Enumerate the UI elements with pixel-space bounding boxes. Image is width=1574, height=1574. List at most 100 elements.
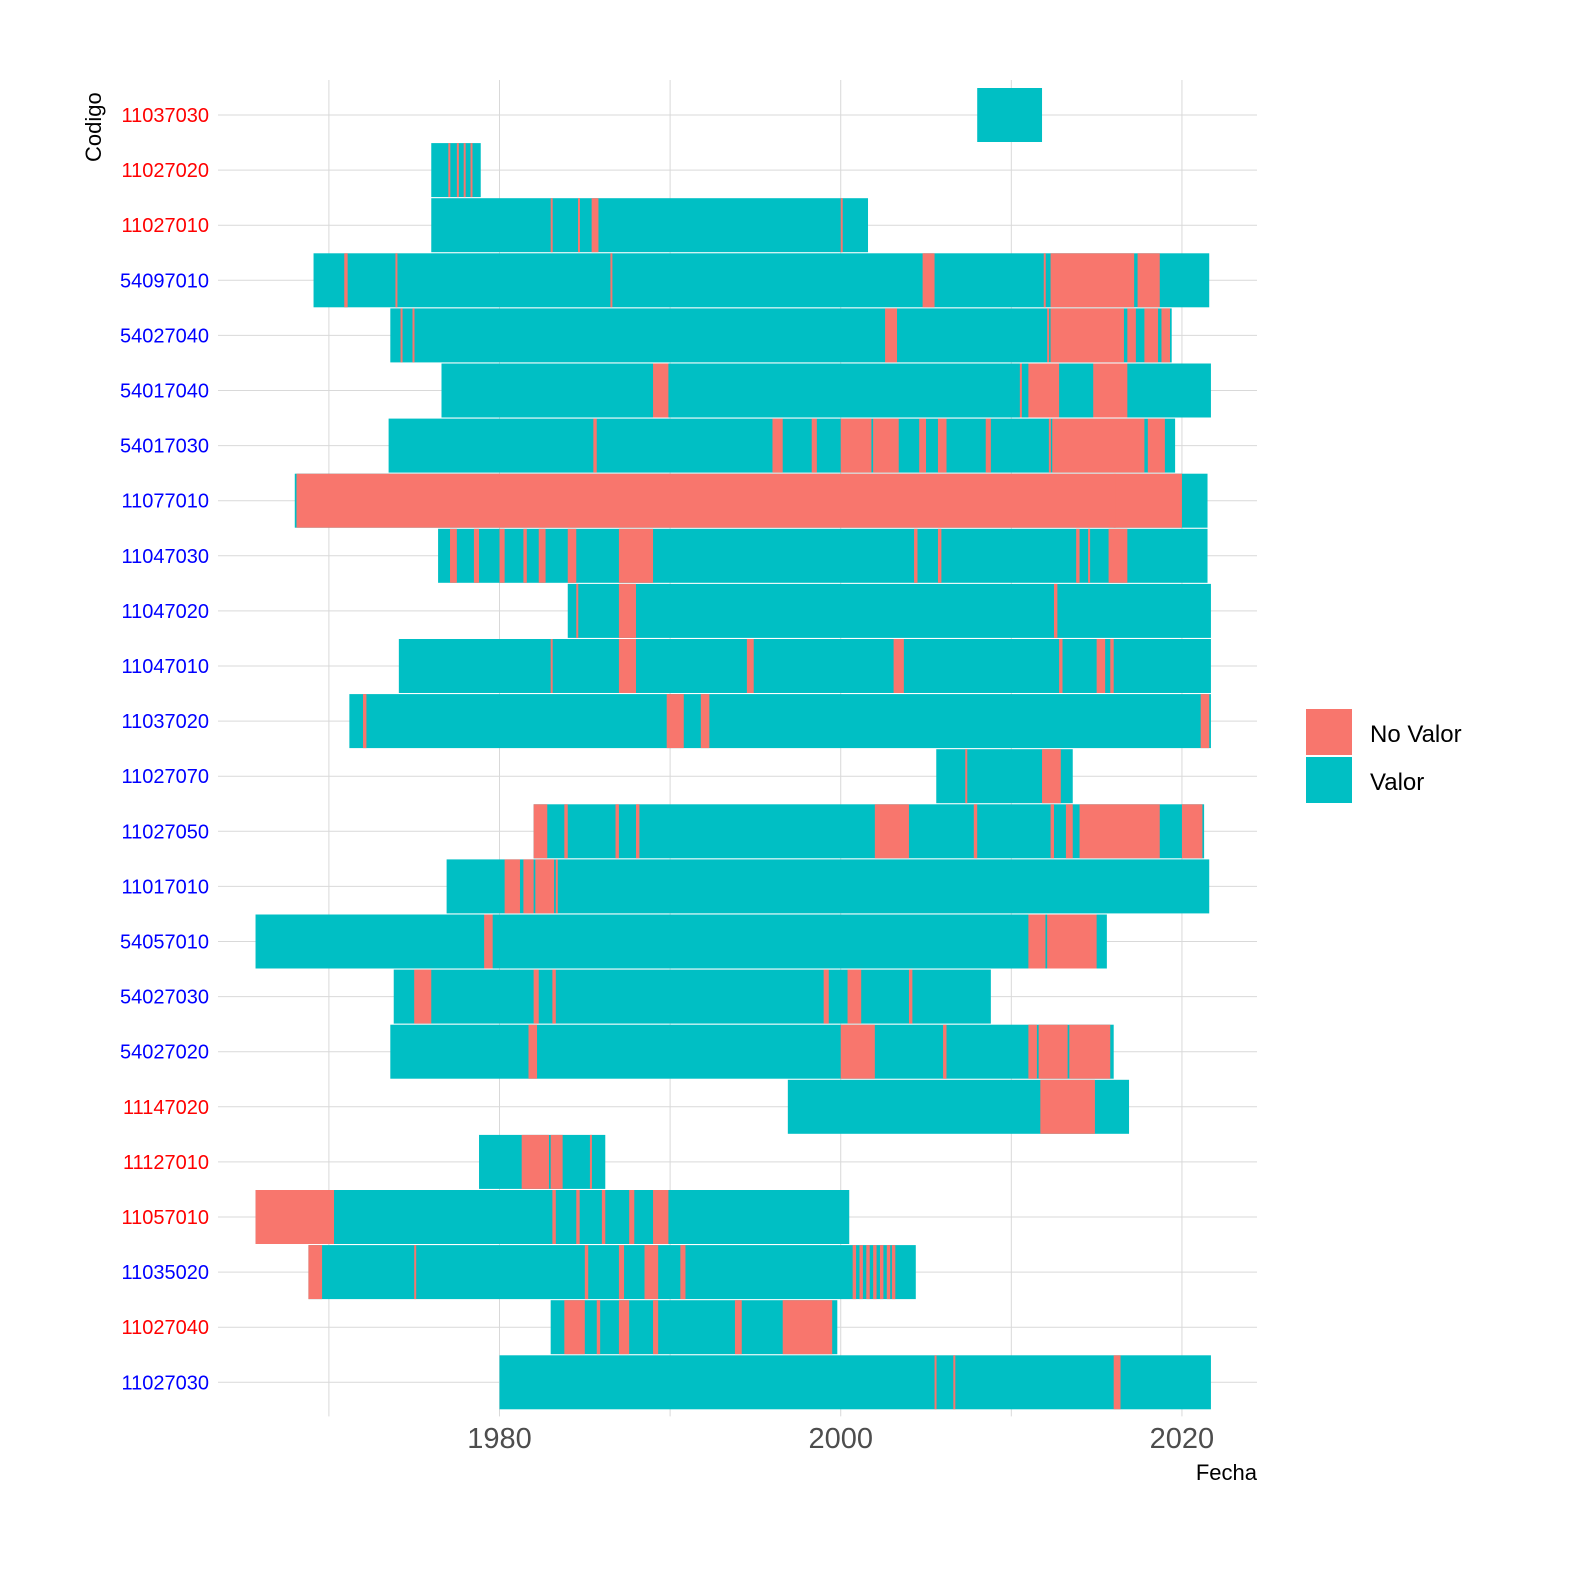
no-valor-segment xyxy=(1028,363,1060,418)
no-valor-segment xyxy=(746,639,754,693)
no-valor-segment xyxy=(400,308,403,363)
y-tick-label: 54027020 xyxy=(120,1042,209,1064)
y-tick-label: 54017030 xyxy=(120,436,209,458)
x-tick-label: 1980 xyxy=(467,1423,532,1455)
row-54027030 xyxy=(393,969,991,1024)
no-valor-segment xyxy=(470,143,473,198)
no-valor-segment xyxy=(700,694,710,749)
no-valor-segment xyxy=(1028,914,1046,969)
y-tick-label: 11027010 xyxy=(122,215,210,237)
y-tick-label: 11035020 xyxy=(122,1262,210,1284)
x-axis-title: Fecha xyxy=(1196,1460,1258,1485)
no-valor-segment xyxy=(1113,1355,1121,1410)
no-valor-segment xyxy=(255,1190,335,1244)
valor-bar xyxy=(499,1355,1211,1410)
no-valor-segment xyxy=(1088,528,1091,583)
no-valor-segment xyxy=(1043,253,1046,308)
row-11127010 xyxy=(479,1134,606,1189)
valor-bar xyxy=(255,1190,850,1244)
no-valor-segment xyxy=(610,253,613,308)
no-valor-segment xyxy=(985,418,991,473)
no-valor-segment xyxy=(653,363,669,418)
row-11047030 xyxy=(438,528,1208,583)
no-valor-segment xyxy=(552,969,556,1024)
no-valor-segment xyxy=(953,1355,956,1410)
no-valor-segment xyxy=(1052,418,1145,473)
y-tick-label: 11027030 xyxy=(122,1372,210,1394)
no-valor-segment xyxy=(886,1245,891,1300)
no-valor-segment xyxy=(937,528,942,583)
no-valor-segment xyxy=(879,1245,884,1300)
no-valor-segment xyxy=(919,418,927,473)
no-valor-segment xyxy=(555,859,558,914)
y-tick-label: 11077010 xyxy=(122,491,210,513)
no-valor-segment xyxy=(1110,639,1114,693)
no-valor-segment xyxy=(601,1190,606,1244)
legend-swatch-no-valor xyxy=(1306,709,1352,755)
y-tick-label: 11027070 xyxy=(122,766,210,788)
no-valor-segment xyxy=(567,528,577,583)
no-valor-segment xyxy=(448,143,451,198)
no-valor-segment xyxy=(934,1355,937,1410)
bars xyxy=(255,88,1211,1410)
no-valor-segment xyxy=(922,253,925,308)
no-valor-segment xyxy=(1042,749,1061,804)
no-valor-segment xyxy=(1137,253,1160,308)
no-valor-segment xyxy=(1065,804,1073,859)
row-54057010 xyxy=(255,914,1107,969)
valor-bar xyxy=(398,639,1211,693)
no-valor-segment xyxy=(363,694,367,749)
row-11027050 xyxy=(533,804,1205,859)
row-11027010 xyxy=(431,198,869,253)
no-valor-segment xyxy=(296,473,1182,528)
no-valor-segment xyxy=(924,253,935,308)
no-valor-segment xyxy=(873,418,899,473)
no-valor-segment xyxy=(504,859,520,914)
no-valor-segment xyxy=(484,914,493,969)
row-54017040 xyxy=(441,363,1211,418)
no-valor-segment xyxy=(1108,528,1128,583)
y-tick-label: 11017010 xyxy=(122,876,210,898)
no-valor-segment xyxy=(618,583,636,638)
no-valor-segment xyxy=(593,418,597,473)
no-valor-segment xyxy=(523,528,527,583)
no-valor-segment xyxy=(538,528,546,583)
no-valor-segment xyxy=(589,1134,592,1189)
legend-swatch-valor xyxy=(1306,757,1352,803)
no-valor-segment xyxy=(463,143,466,198)
no-valor-segment xyxy=(596,1300,601,1355)
row-54027020 xyxy=(390,1024,1114,1079)
no-valor-segment xyxy=(414,1245,417,1300)
no-valor-segment xyxy=(535,859,555,914)
no-valor-segment xyxy=(653,1190,669,1244)
row-11027070 xyxy=(936,749,1073,804)
y-tick-label: 54027030 xyxy=(120,987,209,1009)
no-valor-segment xyxy=(344,253,348,308)
no-valor-segment xyxy=(914,528,918,583)
no-valor-segment xyxy=(1047,308,1050,363)
valor-bar xyxy=(438,528,1208,583)
no-valor-segment xyxy=(840,198,843,253)
no-valor-segment xyxy=(680,1245,686,1300)
no-valor-segment xyxy=(414,969,432,1024)
no-valor-segment xyxy=(552,1190,556,1244)
no-valor-segment xyxy=(576,1190,580,1244)
no-valor-segment xyxy=(577,198,580,253)
no-valor-segment xyxy=(873,1245,877,1300)
no-valor-segment xyxy=(523,859,534,914)
no-valor-segment xyxy=(618,1300,630,1355)
no-valor-segment xyxy=(644,1245,659,1300)
no-valor-segment xyxy=(456,143,459,198)
y-tick-label: 54057010 xyxy=(120,932,209,954)
no-valor-segment xyxy=(734,1300,742,1355)
no-valor-segment xyxy=(635,804,640,859)
no-valor-segment xyxy=(965,749,968,804)
no-valor-segment xyxy=(847,969,862,1024)
row-54017030 xyxy=(388,418,1176,473)
no-valor-segment xyxy=(1096,639,1106,693)
legend-label-no-valor: No Valor xyxy=(1370,721,1462,748)
row-11047020 xyxy=(567,583,1211,638)
valor-bar xyxy=(977,88,1043,142)
no-valor-segment xyxy=(1048,418,1051,473)
no-valor-segment xyxy=(908,969,913,1024)
